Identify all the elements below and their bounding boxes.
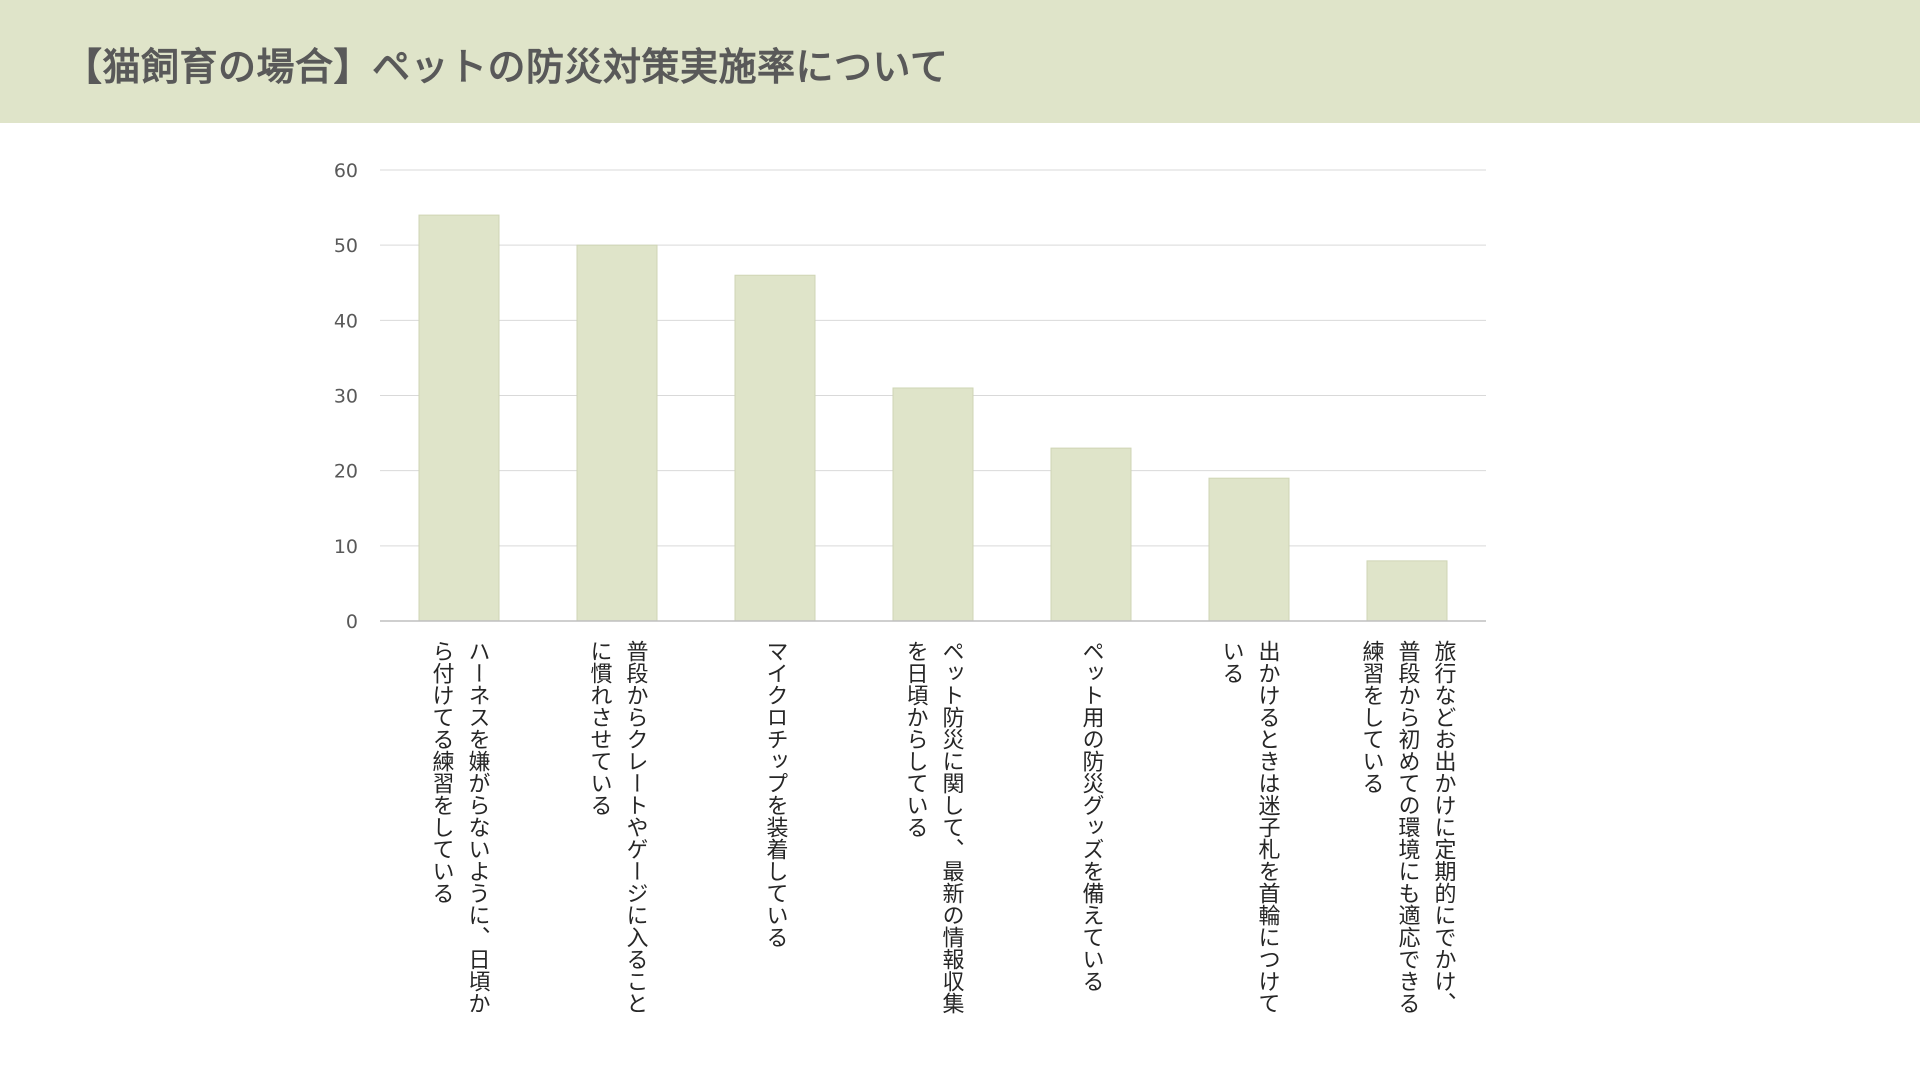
bar	[892, 387, 974, 622]
bar	[1366, 560, 1448, 622]
category-label: 普段からクレートやゲージに入ること	[623, 640, 649, 1014]
category-label: マイクロチップを装着している	[763, 640, 789, 948]
bar	[576, 244, 658, 622]
category-label: 旅行などお出かけに定期的にでかけ、	[1431, 640, 1457, 1014]
bar	[1208, 477, 1290, 622]
bars	[418, 214, 1448, 622]
category-label: 出かけるときは迷子札を首輪につけて	[1255, 640, 1281, 1014]
y-tick-label: 40	[334, 310, 358, 332]
category-label: ハーネスを嫌がらないように、日頃か	[465, 640, 491, 1014]
y-tick-label: 60	[334, 160, 358, 182]
category-label: ペット防災に関して、最新の情報収集	[939, 640, 965, 1014]
category-label: いる	[1219, 640, 1244, 684]
y-tick-label: 50	[334, 235, 358, 257]
bar	[1050, 447, 1132, 622]
header-band	[0, 0, 1920, 123]
y-tick-label: 30	[334, 386, 358, 408]
bar	[418, 214, 500, 622]
page-title: 【猫飼育の場合】ペットの防災対策実施率について	[64, 45, 949, 89]
category-label: に慣れさせている	[587, 640, 613, 816]
category-label: を日頃からしている	[903, 640, 928, 838]
category-label: ペット用の防災グッズを備えている	[1079, 640, 1105, 992]
y-tick-label: 0	[346, 611, 358, 633]
y-axis: 0 10 20 30 40 50 60	[334, 160, 1486, 633]
category-label: 普段から初めての環境にも適応できる	[1395, 640, 1421, 1014]
category-label: ら付けてる練習をしている	[429, 640, 455, 904]
y-tick-label: 10	[334, 536, 358, 558]
bar	[734, 274, 816, 622]
category-label: 練習をしている	[1359, 640, 1385, 794]
y-tick-label: 20	[334, 461, 358, 483]
